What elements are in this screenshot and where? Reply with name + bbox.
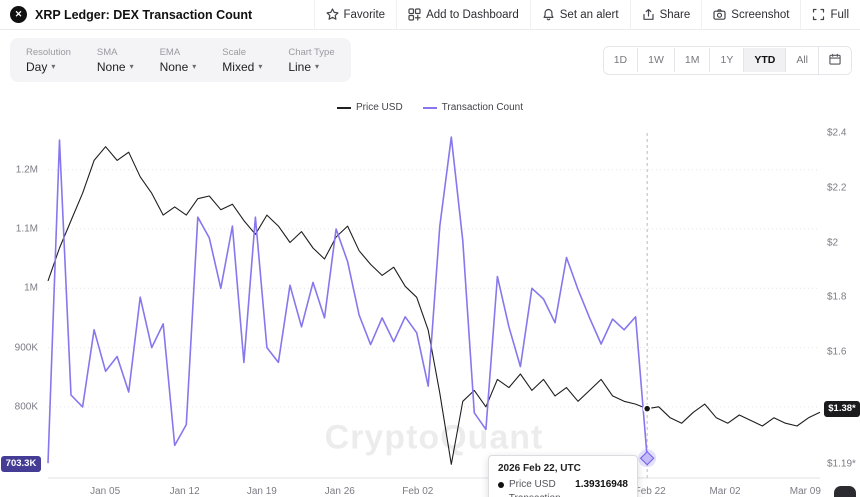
transaction-count-current-badge: 703.3K [1,456,41,473]
ema-value: None [159,59,189,74]
chart-settings-group: Resolution Day ▾ SMA None ▾ EMA None ▾ Scal… [10,38,351,82]
range-all-button[interactable]: All [785,48,818,72]
chevron-down-icon: ▾ [129,62,134,71]
legend-transaction-count-label: Transaction Count [441,102,524,113]
tooltip-row-transaction-count: Transaction Count 713,335 [498,493,628,497]
right-y-axis: $1.38* $2.4 $2.2 $2 $1.8 $1.6 $1.19* [824,128,860,478]
scale-label: Scale [222,46,247,58]
y-axis-tick-right: $2 [827,237,839,249]
calendar-icon [829,53,841,68]
tooltip-transaction-count-label: Transaction Count [509,493,587,497]
transaction-count-line-swatch [422,106,437,109]
chart-type-label: Chart Type [288,46,335,58]
x-axis-tick: Mar 02 [709,486,741,497]
chevron-down-icon: ▾ [258,62,263,71]
left-y-axis: 703.3K 1.2M 1.1M 1M 900K 800K [0,133,44,478]
x-axis-tick: Jan 12 [169,486,200,497]
floating-widget-button[interactable] [834,486,856,497]
set-alert-button[interactable]: Set an alert [529,0,630,30]
chart-svg[interactable] [47,133,821,479]
star-icon [326,8,339,21]
xrp-logo-icon: ✕ [10,6,27,23]
chart-toolbar: Resolution Day ▾ SMA None ▾ EMA None ▾ Scal… [10,38,852,82]
chevron-down-icon: ▾ [315,62,320,71]
chart-legend: Price USD Transaction Count [0,102,860,113]
fullscreen-button[interactable]: Full [800,0,860,30]
legend-price-label: Price USD [355,102,403,113]
share-icon [642,8,655,21]
ema-dropdown[interactable]: EMA None ▾ [160,47,197,74]
tooltip-date: 2026 Feb 22, UTC [498,463,581,474]
x-axis-tick: Feb 02 [402,486,434,497]
set-alert-label: Set an alert [559,8,619,21]
y-axis-tick-left: 900K [14,342,38,354]
add-to-dashboard-button[interactable]: Add to Dashboard [396,0,530,30]
dashboard-add-icon [408,8,421,21]
chart-type-value: Line [288,59,312,74]
screenshot-icon [713,8,726,21]
favorite-label: Favorite [343,8,386,21]
share-button[interactable]: Share [629,0,702,30]
chart-area: CryptoQuant 703.3K 1.2M 1.1M 1M 900K 800K $1… [0,120,860,497]
share-label: Share [659,8,691,21]
y-axis-tick-right: $1.6 [827,346,847,358]
y-axis-tick-left: 1.1M [15,223,38,235]
sma-dropdown[interactable]: SMA None ▾ [97,47,134,74]
chevron-down-icon: ▾ [51,62,56,71]
page-title: XRP Ledger: DEX Transaction Count [35,7,253,22]
resolution-dropdown[interactable]: Resolution Day ▾ [26,47,71,74]
scale-value: Mixed [222,59,255,74]
chart-plot[interactable] [47,133,821,479]
fullscreen-icon [812,8,825,21]
tooltip-price-label: Price USD [509,479,556,490]
y-axis-tick-right: $2.2 [827,182,847,194]
range-1y-button[interactable]: 1Y [709,48,744,72]
range-ytd-button[interactable]: YTD [743,48,786,72]
bell-icon [542,8,555,21]
range-1d-button[interactable]: 1D [603,48,638,72]
favorite-button[interactable]: Favorite [313,0,397,30]
legend-item-price[interactable]: Price USD [336,102,403,113]
add-to-dashboard-label: Add to Dashboard [426,8,519,21]
y-axis-tick-right: $1.19* [827,458,856,470]
price-current-badge: $1.38* [824,400,860,417]
scale-dropdown[interactable]: Scale Mixed ▾ [222,47,262,74]
x-axis-tick: Jan 26 [324,486,355,497]
legend-item-transaction-count[interactable]: Transaction Count [422,102,524,113]
tooltip-price-value: 1.39316948 [575,479,628,490]
x-axis-tick: 26 Feb 22 [620,486,666,497]
chevron-down-icon: ▾ [192,62,197,71]
screenshot-button[interactable]: Screenshot [701,0,800,30]
y-axis-tick-left: 800K [14,401,38,413]
window-header: ✕ XRP Ledger: DEX Transaction Count Favo… [0,0,860,30]
range-selector: 1D 1W 1M 1Y YTD All [602,45,852,75]
chart-type-dropdown[interactable]: Chart Type Line ▾ [288,47,334,74]
resolution-value: Day [26,59,48,74]
range-1w-button[interactable]: 1W [637,48,674,72]
price-marker-icon [498,481,504,488]
ema-label: EMA [159,46,181,58]
x-axis-tick: Jan 19 [246,486,277,497]
range-1m-button[interactable]: 1M [673,48,710,72]
resolution-label: Resolution [26,46,71,58]
tooltip-row-price: Price USD 1.39316948 [498,479,628,490]
x-axis: Jan 05 Jan 12 Jan 19 Jan 26 Feb 02 26 Feb 22 M… [48,484,821,497]
sma-label: SMA [96,46,118,58]
x-axis-tick: Mar 09 [789,486,821,497]
screenshot-label: Screenshot [731,8,790,21]
fullscreen-label: Full [830,8,849,21]
calendar-button[interactable] [818,46,851,74]
y-axis-tick-right: $2.4 [827,127,847,139]
chart-tooltip: 2026 Feb 22, UTC Price USD 1.39316948 Tr… [488,455,638,497]
y-axis-tick-left: 1M [24,282,38,294]
price-line-swatch [336,106,351,109]
sma-value: None [96,59,126,74]
y-axis-tick-right: $1.8 [827,291,847,303]
y-axis-tick-left: 1.2M [15,164,38,176]
x-axis-tick: Jan 05 [90,486,121,497]
